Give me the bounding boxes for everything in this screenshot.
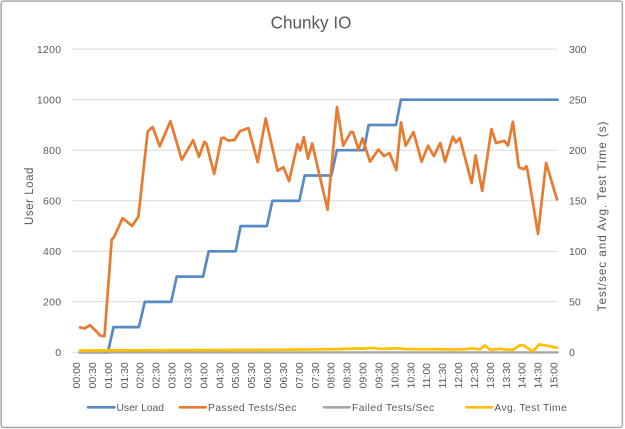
svg-text:03:00: 03:00 bbox=[167, 362, 179, 388]
svg-text:03:30: 03:30 bbox=[183, 362, 195, 388]
svg-text:User Load: User Load bbox=[24, 167, 36, 225]
svg-text:Passed Tests/Sec: Passed Tests/Sec bbox=[208, 403, 297, 414]
svg-text:Chunky IO: Chunky IO bbox=[271, 13, 352, 32]
svg-text:100: 100 bbox=[569, 246, 587, 258]
svg-text:02:30: 02:30 bbox=[151, 362, 163, 388]
svg-text:09:00: 09:00 bbox=[358, 362, 370, 388]
svg-text:10:30: 10:30 bbox=[405, 362, 417, 388]
svg-text:13:00: 13:00 bbox=[485, 362, 497, 388]
svg-text:11:30: 11:30 bbox=[437, 363, 449, 389]
svg-text:200: 200 bbox=[43, 297, 61, 309]
svg-text:15:00: 15:00 bbox=[549, 362, 561, 388]
svg-text:12:30: 12:30 bbox=[469, 362, 481, 388]
svg-text:05:00: 05:00 bbox=[230, 362, 242, 388]
svg-text:13:30: 13:30 bbox=[501, 362, 513, 388]
svg-text:0: 0 bbox=[55, 347, 61, 359]
svg-text:600: 600 bbox=[43, 196, 61, 208]
svg-text:400: 400 bbox=[43, 246, 61, 258]
svg-text:07:00: 07:00 bbox=[294, 362, 306, 388]
svg-text:200: 200 bbox=[569, 145, 587, 157]
svg-text:1000: 1000 bbox=[37, 95, 62, 107]
svg-text:06:00: 06:00 bbox=[262, 362, 274, 388]
svg-text:250: 250 bbox=[569, 95, 587, 107]
svg-text:06:30: 06:30 bbox=[278, 362, 290, 388]
svg-text:02:00: 02:00 bbox=[135, 362, 147, 388]
svg-text:800: 800 bbox=[43, 145, 61, 157]
svg-text:User Load: User Load bbox=[117, 403, 165, 414]
svg-text:04:30: 04:30 bbox=[214, 362, 226, 388]
svg-text:00:30: 00:30 bbox=[87, 362, 99, 388]
svg-text:05:30: 05:30 bbox=[246, 362, 258, 388]
svg-text:12:00: 12:00 bbox=[453, 362, 465, 388]
svg-text:0: 0 bbox=[569, 347, 575, 359]
svg-text:Avg. Test Time: Avg. Test Time bbox=[494, 403, 567, 414]
svg-text:150: 150 bbox=[569, 196, 587, 208]
svg-text:10:00: 10:00 bbox=[389, 362, 401, 388]
svg-text:08:30: 08:30 bbox=[342, 362, 354, 388]
svg-text:Test/sec and Avg. Test Time (s: Test/sec and Avg. Test Time (s) bbox=[595, 121, 609, 312]
svg-text:01:30: 01:30 bbox=[119, 362, 131, 388]
svg-text:300: 300 bbox=[569, 44, 587, 56]
svg-text:09:30: 09:30 bbox=[373, 362, 385, 388]
svg-text:08:00: 08:00 bbox=[326, 362, 338, 388]
svg-text:50: 50 bbox=[569, 297, 581, 309]
svg-text:11:00: 11:00 bbox=[421, 363, 433, 389]
svg-text:14:30: 14:30 bbox=[533, 362, 545, 388]
svg-text:01:00: 01:00 bbox=[103, 362, 115, 388]
svg-text:1200: 1200 bbox=[37, 44, 62, 56]
svg-text:00:00: 00:00 bbox=[71, 362, 83, 388]
svg-text:04:00: 04:00 bbox=[198, 362, 210, 388]
svg-text:14:00: 14:00 bbox=[517, 362, 529, 388]
svg-text:Failed Tests/Sec: Failed Tests/Sec bbox=[352, 403, 435, 414]
svg-text:07:30: 07:30 bbox=[310, 362, 322, 388]
